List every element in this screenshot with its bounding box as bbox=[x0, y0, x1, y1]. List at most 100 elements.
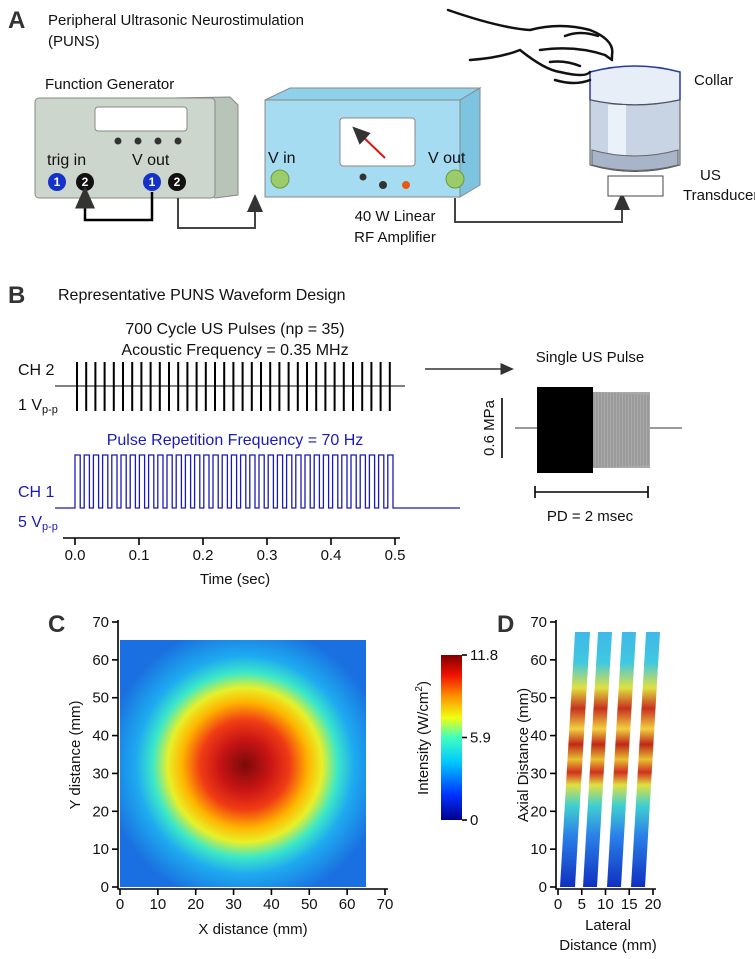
axes bbox=[117, 620, 388, 890]
x-tick-label: 0.3 bbox=[257, 547, 278, 564]
y-tick-label: 20 bbox=[530, 803, 547, 820]
x-tick-label: 10 bbox=[150, 896, 167, 913]
x-tick-label: 70 bbox=[377, 896, 394, 913]
x-tick-label: 30 bbox=[225, 896, 242, 913]
x-tick-label: 0.2 bbox=[193, 547, 214, 564]
annotation: Single US Pulse bbox=[536, 349, 644, 366]
label: Transducer bbox=[683, 187, 755, 204]
cable bbox=[454, 192, 630, 223]
x-tick-label: 0.5 bbox=[385, 547, 406, 564]
axis-label: Distance (mm) bbox=[559, 937, 657, 954]
label: RF Amplifier bbox=[354, 229, 436, 246]
annotation: 700 Cycle US Pulses (np = 35) bbox=[125, 321, 344, 338]
x-tick-label: 0 bbox=[116, 896, 124, 913]
y-tick-label: 70 bbox=[92, 614, 109, 631]
channel-scale: 1 Vp-p bbox=[18, 397, 58, 416]
ticks: 0 10 20 30 40 50 60 70 0 10 20 30 40 50 60 70 bbox=[92, 614, 393, 913]
panel-label: B bbox=[8, 282, 25, 309]
y-tick-label: 10 bbox=[92, 841, 109, 858]
ch2-trace bbox=[55, 362, 405, 411]
sup: 2 bbox=[414, 686, 425, 692]
label: Function Generator bbox=[45, 76, 174, 93]
axes bbox=[555, 620, 656, 890]
label: V in bbox=[268, 150, 296, 167]
x-tick-label: 50 bbox=[301, 896, 318, 913]
y-tick-label: 40 bbox=[92, 728, 109, 745]
axis-label: Time (sec) bbox=[200, 571, 270, 588]
axis-label: Axial Distance (mm) bbox=[515, 688, 532, 822]
heatmap bbox=[120, 640, 366, 887]
scale-sub: p-p bbox=[42, 521, 58, 533]
axis-label: Lateral bbox=[585, 917, 631, 934]
amplifier bbox=[264, 87, 482, 198]
cable bbox=[75, 186, 154, 222]
x-tick-label: 20 bbox=[187, 896, 204, 913]
hand bbox=[446, 8, 614, 85]
colorbar-tick-label: 11.8 bbox=[470, 647, 498, 664]
function-generator bbox=[34, 96, 239, 199]
y-tick-label: 40 bbox=[530, 728, 547, 745]
colorbar bbox=[441, 655, 462, 820]
x-tick-label: 20 bbox=[645, 896, 662, 913]
title: Representative PUNS Waveform Design bbox=[58, 287, 346, 304]
scale: 5 V bbox=[18, 514, 42, 531]
panel-label: C bbox=[48, 611, 65, 638]
single-pulse bbox=[515, 387, 682, 473]
x-tick-label: 0 bbox=[554, 896, 562, 913]
beam-maps bbox=[560, 632, 660, 887]
x-tick-label: 15 bbox=[621, 896, 638, 913]
ch1-trace bbox=[55, 454, 460, 509]
x-tick-label: 5 bbox=[578, 896, 586, 913]
cable bbox=[177, 194, 263, 229]
axis-label: X distance (mm) bbox=[198, 921, 307, 938]
port-label: 1 bbox=[149, 175, 156, 189]
scale-bar bbox=[534, 486, 649, 498]
x-tick-label: 0.4 bbox=[321, 547, 342, 564]
y-tick-label: 0 bbox=[539, 879, 547, 896]
label: V out bbox=[132, 152, 170, 169]
y-tick-label: 30 bbox=[530, 765, 547, 782]
port-label: 2 bbox=[174, 175, 181, 189]
y-tick-label: 50 bbox=[92, 690, 109, 707]
port-label: 2 bbox=[82, 175, 89, 189]
scale: 1 V bbox=[18, 397, 42, 414]
transducer bbox=[589, 65, 681, 197]
x-tick-label: 0.0 bbox=[65, 547, 86, 564]
y-tick-label: 60 bbox=[92, 652, 109, 669]
port-label: 1 bbox=[54, 175, 61, 189]
title: (PUNS) bbox=[48, 33, 100, 50]
y-tick-label: 50 bbox=[530, 690, 547, 707]
y-tick-label: 0 bbox=[101, 879, 109, 896]
x-tick-label: 10 bbox=[597, 896, 614, 913]
channel-label: CH 1 bbox=[18, 484, 55, 501]
colorbar-ticks: 0 5.9 11.8 bbox=[462, 647, 498, 829]
label: 40 W Linear bbox=[355, 208, 436, 225]
label: Collar bbox=[694, 72, 733, 89]
scale-label: 0.6 MPa bbox=[481, 399, 498, 456]
text: ) bbox=[415, 681, 432, 686]
annotation: Acoustic Frequency = 0.35 MHz bbox=[121, 342, 348, 359]
colorbar-tick-label: 0 bbox=[470, 812, 478, 829]
label: V out bbox=[428, 150, 466, 167]
channel-scale: 5 Vp-p bbox=[18, 514, 58, 533]
x-tick-label: 40 bbox=[263, 896, 280, 913]
annotation: PD = 2 msec bbox=[547, 508, 634, 525]
colorbar-label: Intensity (W/cm2) bbox=[414, 681, 432, 795]
axis-label: Y distance (mm) bbox=[67, 701, 84, 810]
x-tick-label: 60 bbox=[339, 896, 356, 913]
y-tick-label: 30 bbox=[92, 765, 109, 782]
y-tick-label: 60 bbox=[530, 652, 547, 669]
scale-sub: p-p bbox=[42, 404, 58, 416]
label: US bbox=[700, 167, 721, 184]
annotation: Pulse Repetition Frequency = 70 Hz bbox=[107, 432, 364, 449]
panel-label: D bbox=[497, 611, 514, 638]
text: Intensity (W/cm bbox=[415, 692, 432, 795]
y-tick-label: 20 bbox=[92, 803, 109, 820]
colorbar-tick-label: 5.9 bbox=[470, 730, 491, 747]
y-tick-label: 10 bbox=[530, 841, 547, 858]
title: Peripheral Ultrasonic Neurostimulation bbox=[48, 12, 304, 29]
x-tick-label: 0.1 bbox=[129, 547, 150, 564]
time-ticks: 0.0 0.1 0.2 0.3 0.4 0.5 bbox=[65, 538, 406, 564]
